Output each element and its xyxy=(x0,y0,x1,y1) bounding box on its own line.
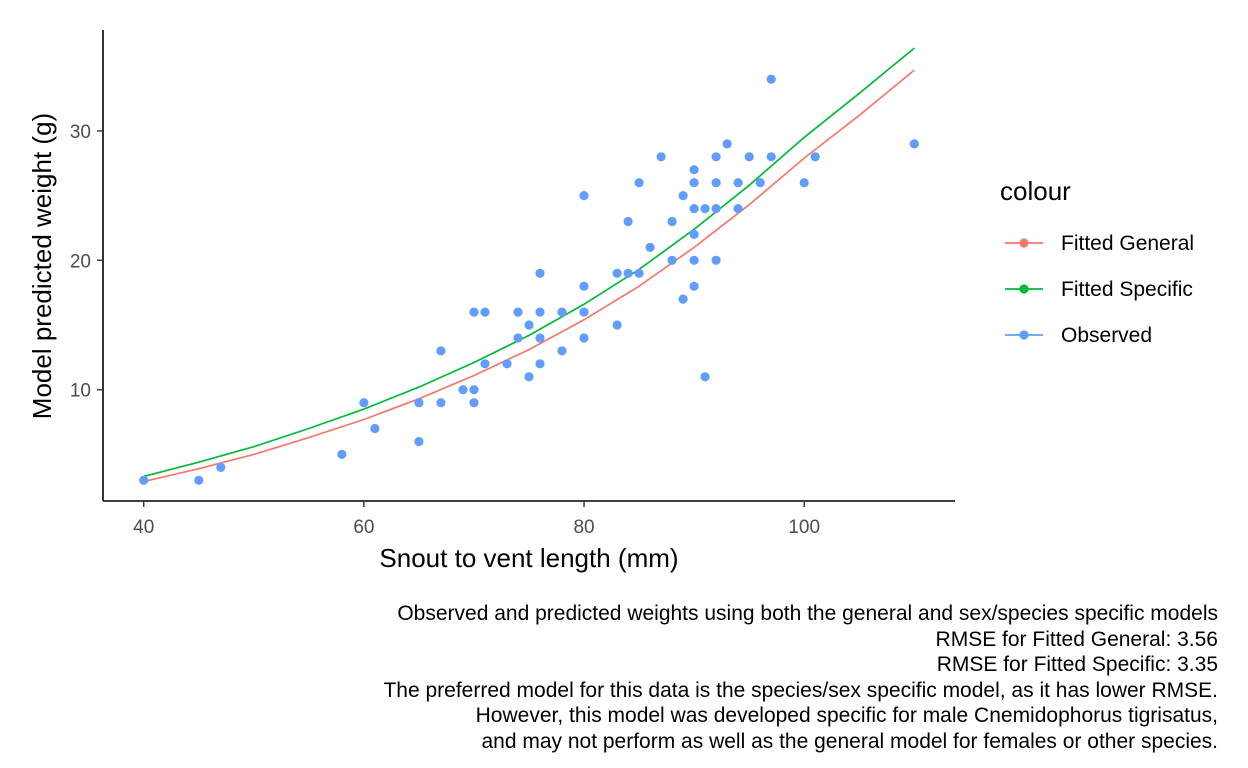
legend-item: Fitted General xyxy=(1005,232,1194,255)
data-point xyxy=(579,333,589,343)
legend-label: Fitted Specific xyxy=(1061,278,1193,301)
caption-line: Observed and predicted weights using bot… xyxy=(397,602,1218,625)
caption-line: RMSE for Fitted General: 3.56 xyxy=(935,627,1218,651)
data-point xyxy=(216,462,226,472)
data-point xyxy=(766,74,776,84)
data-point xyxy=(755,178,765,188)
caption-line: The preferred model for this data is the… xyxy=(383,678,1218,702)
data-point xyxy=(579,281,589,291)
data-point xyxy=(414,398,424,408)
data-point xyxy=(469,398,479,408)
data-point xyxy=(689,229,699,239)
data-point xyxy=(711,204,721,214)
data-point xyxy=(656,152,666,162)
data-point xyxy=(469,385,479,395)
data-point xyxy=(535,359,545,369)
data-point xyxy=(733,178,743,188)
data-point xyxy=(711,255,721,265)
y-axis: 10 20 30 xyxy=(70,30,104,501)
data-point xyxy=(524,320,534,330)
data-point xyxy=(634,178,644,188)
data-point xyxy=(139,475,149,485)
caption-line: However, this model was developed specif… xyxy=(475,704,1218,727)
data-point xyxy=(711,152,721,162)
data-point xyxy=(194,475,204,485)
data-point xyxy=(557,307,567,317)
data-point xyxy=(623,268,633,278)
data-point xyxy=(469,307,479,317)
data-point xyxy=(689,281,699,291)
y-axis-title: Model predicted weight (g) xyxy=(27,113,57,419)
data-point xyxy=(700,204,710,214)
data-point xyxy=(722,139,732,149)
data-point xyxy=(744,152,754,162)
data-point xyxy=(667,255,677,265)
series-line-fitted-specific xyxy=(143,47,915,478)
data-point xyxy=(436,346,446,356)
caption: Observed and predicted weights using bot… xyxy=(218,601,1218,754)
x-axis: 40 60 80 100 xyxy=(103,500,955,538)
legend-label: Observed xyxy=(1061,324,1152,347)
data-point xyxy=(612,268,622,278)
data-point xyxy=(535,307,545,317)
x-tick-label: 100 xyxy=(788,517,820,538)
data-point xyxy=(524,372,534,382)
legend-title: colour xyxy=(1000,176,1071,206)
data-point xyxy=(535,268,545,278)
data-point xyxy=(436,398,446,408)
legend-key-point xyxy=(1019,284,1029,294)
y-tick-label: 30 xyxy=(70,122,91,143)
data-point xyxy=(557,346,567,356)
legend-key-point xyxy=(1019,238,1029,248)
data-point xyxy=(480,307,490,317)
data-point xyxy=(502,359,512,369)
legend: colour Fitted General Fitted Specific Obse… xyxy=(1000,176,1194,347)
data-point xyxy=(711,178,721,188)
data-point xyxy=(766,152,776,162)
caption-line: RMSE for Fitted Specific: 3.35 xyxy=(936,653,1218,676)
legend-label: Fitted General xyxy=(1061,232,1194,255)
data-point xyxy=(678,191,688,201)
data-point xyxy=(612,320,622,330)
data-point xyxy=(667,216,677,227)
series-line-fitted-general xyxy=(143,69,915,483)
y-tick-label: 10 xyxy=(70,381,91,402)
data-point xyxy=(733,204,743,214)
data-point xyxy=(634,268,644,278)
data-point xyxy=(513,307,523,317)
data-point xyxy=(579,191,589,201)
data-point xyxy=(480,359,490,369)
chart: 40 60 80 100 10 20 30 Snout to vent length (m… xyxy=(27,30,1194,573)
data-point xyxy=(689,204,699,214)
data-point xyxy=(535,333,545,343)
legend-key-point xyxy=(1019,330,1029,340)
legend-item: Fitted Specific xyxy=(1005,278,1193,301)
data-point xyxy=(909,139,919,149)
data-point xyxy=(337,449,347,459)
data-point xyxy=(799,178,809,188)
data-point xyxy=(359,398,369,408)
data-point xyxy=(513,333,523,343)
x-tick-label: 40 xyxy=(133,517,154,538)
data-point xyxy=(414,436,424,447)
x-tick-label: 60 xyxy=(353,517,374,538)
data-point xyxy=(689,255,699,265)
data-point xyxy=(458,385,468,395)
data-point xyxy=(645,242,655,252)
data-point xyxy=(689,165,699,175)
data-point xyxy=(623,216,633,227)
data-point xyxy=(810,152,820,162)
data-point xyxy=(579,307,589,317)
plot-panel xyxy=(139,47,919,485)
y-tick-label: 20 xyxy=(70,251,91,272)
x-axis-title: Snout to vent length (mm) xyxy=(379,543,678,573)
data-point xyxy=(678,294,688,304)
legend-item: Observed xyxy=(1005,324,1152,347)
caption-line: and may not perform as well as the gener… xyxy=(481,729,1218,753)
data-point xyxy=(689,178,699,188)
x-tick-label: 80 xyxy=(573,517,594,538)
data-point xyxy=(370,423,380,434)
data-point xyxy=(700,372,710,382)
